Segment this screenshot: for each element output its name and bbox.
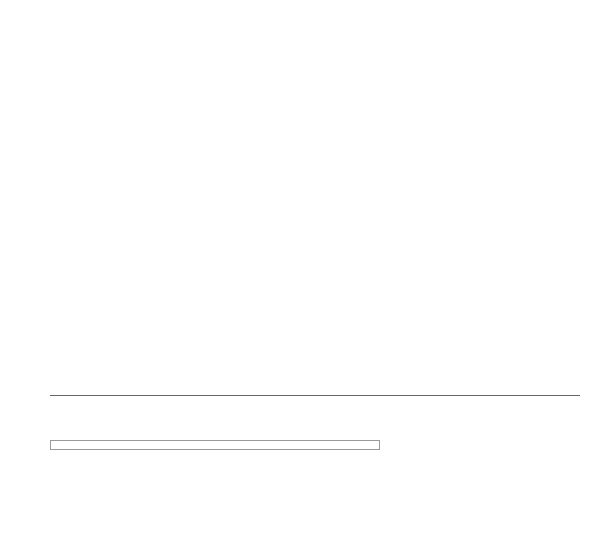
legend-and-footer	[50, 440, 580, 458]
chart-plot-area	[50, 46, 580, 396]
chart-title	[0, 0, 600, 6]
legend-box	[50, 440, 380, 450]
